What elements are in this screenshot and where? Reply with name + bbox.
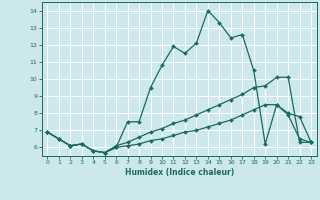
X-axis label: Humidex (Indice chaleur): Humidex (Indice chaleur)	[124, 168, 234, 177]
